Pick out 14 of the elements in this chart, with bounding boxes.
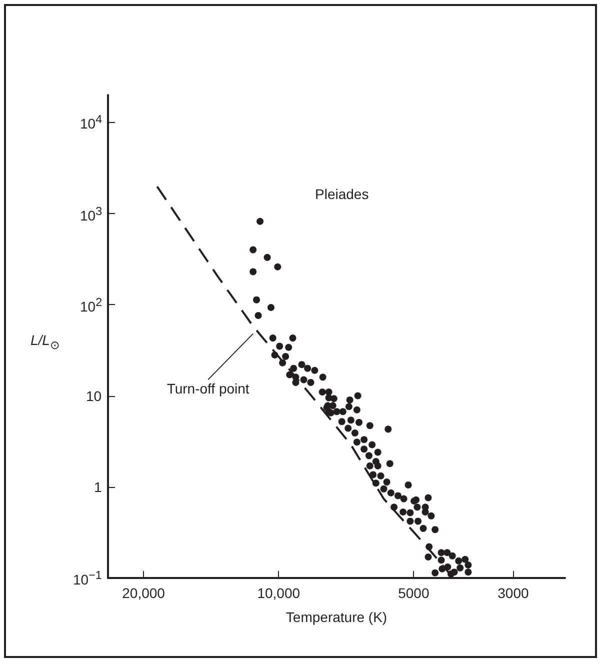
x-tick-label: 5000 — [398, 585, 430, 601]
x-tick-label: 3000 — [498, 585, 530, 601]
y-tick-label: 1 — [94, 478, 102, 495]
x-tick-label: 10,000 — [257, 585, 300, 601]
y-tick-label: 10$^{−1}$ — [73, 568, 102, 588]
annotation: Turn-off point — [166, 380, 250, 397]
x-tick-label: 20,000 — [122, 585, 166, 601]
y-tick-label: 10$^{3}$ — [80, 204, 102, 224]
text: Pleiades — [315, 186, 369, 202]
y-axis-title: L/L$_{⊙}$ — [30, 332, 60, 354]
y-tick-label: 10$^{2}$ — [80, 294, 102, 314]
y-tick-label: 10 — [86, 388, 102, 404]
x-axis-title: Temperature (K) — [286, 609, 388, 625]
y-tick-label: 10$^{4}$ — [80, 112, 102, 132]
